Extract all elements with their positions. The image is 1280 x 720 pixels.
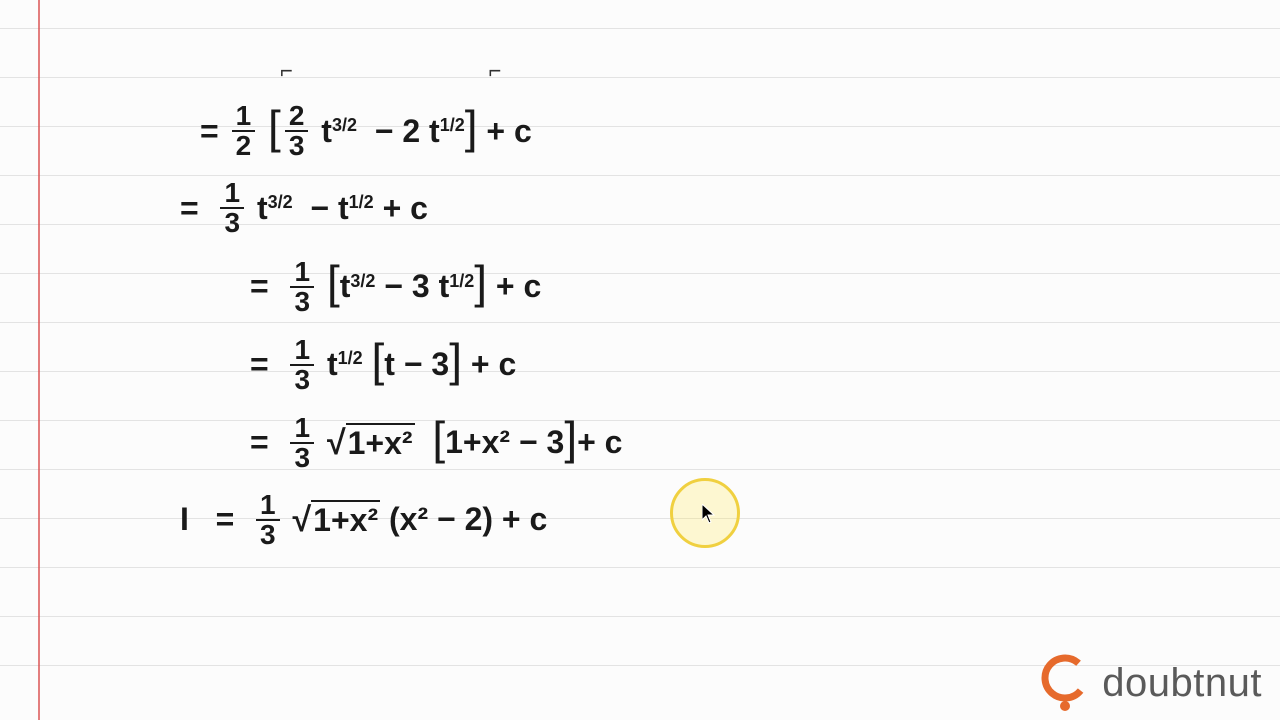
lined-paper-background: ⌐ ⌐ = 1 2 [ 2 3 t3/2 − 2 t1/2 ] + c xyxy=(0,0,1280,720)
equals-sign: = xyxy=(180,188,199,230)
exponent: 3/2 xyxy=(332,114,357,137)
left-bracket: [ xyxy=(268,98,281,158)
right-bracket: ] xyxy=(564,409,577,469)
plus-c: + c xyxy=(577,422,622,464)
var-t: t xyxy=(439,266,450,308)
math-line-3: = 1 3 [ t3/2 − 3 t1/2 ] + c xyxy=(250,257,622,317)
expr-x2-m2: x² − 2 xyxy=(400,499,483,541)
math-line-0-partial: ⌐ ⌐ xyxy=(280,50,622,92)
math-line-4: = 1 3 t1/2 [ t − 3 ] + c xyxy=(250,335,622,395)
exponent: 3/2 xyxy=(268,191,293,214)
math-line-5: = 1 3 √1+x² [ 1+x² − 3 ] + c xyxy=(250,413,622,473)
exponent: 1/2 xyxy=(338,347,363,370)
minus-sign: − xyxy=(384,266,403,308)
right-bracket: ] xyxy=(465,98,478,158)
minus-sign: − xyxy=(375,111,394,153)
var-t: t xyxy=(338,188,349,230)
plus-c: + c xyxy=(502,499,547,541)
plus-c: + c xyxy=(471,344,516,386)
plus-c: + c xyxy=(496,266,541,308)
math-derivation: ⌐ ⌐ = 1 2 [ 2 3 t3/2 − 2 t1/2 ] + c xyxy=(200,50,622,567)
fraction-1-3: 1 3 xyxy=(290,336,314,394)
const-2: 2 xyxy=(402,111,420,153)
equals-sign: = xyxy=(250,344,269,386)
sqrt-expr: √1+x² xyxy=(327,421,415,465)
fraction-1-3: 1 3 xyxy=(290,414,314,472)
fraction-1-3: 1 3 xyxy=(256,491,280,549)
math-line-1: = 1 2 [ 2 3 t3/2 − 2 t1/2 ] + c xyxy=(200,102,622,162)
fraction-2-3: 2 3 xyxy=(285,102,309,160)
doubtnut-logo-text: doubtnut xyxy=(1102,661,1262,706)
exponent: 1/2 xyxy=(349,191,374,214)
minus-sign: − xyxy=(310,188,329,230)
math-line-6: I = 1 3 √1+x² ( x² − 2 ) + c xyxy=(180,491,622,549)
left-bracket: [ xyxy=(372,331,385,391)
fraction-1-3: 1 3 xyxy=(220,179,244,237)
paren-close: ) xyxy=(482,499,493,541)
var-t: t xyxy=(321,111,332,153)
equals-sign: = xyxy=(250,422,269,464)
var-t: t xyxy=(340,266,351,308)
fraction-1-2: 1 2 xyxy=(232,102,256,160)
doubtnut-logo: doubtnut xyxy=(1036,654,1262,712)
exponent: 1/2 xyxy=(449,270,474,293)
plus-c: + c xyxy=(383,188,428,230)
equals-sign: = xyxy=(216,499,235,541)
var-t: t xyxy=(327,344,338,386)
doubtnut-logo-icon xyxy=(1036,654,1094,712)
expr-1px2-m3: 1+x² − 3 xyxy=(445,422,564,464)
var-t: t xyxy=(257,188,268,230)
expr-t-minus-3: t − 3 xyxy=(384,344,449,386)
math-line-2: = 1 3 t3/2 − t1/2 + c xyxy=(180,179,622,237)
left-bracket: [ xyxy=(327,253,340,313)
equals-sign: = xyxy=(250,266,269,308)
var-t: t xyxy=(429,111,440,153)
right-bracket: ] xyxy=(474,253,487,313)
equals-sign: = xyxy=(200,111,219,153)
plus-c: + c xyxy=(486,111,531,153)
sqrt-expr: √1+x² xyxy=(293,498,381,542)
ruled-lines xyxy=(0,0,1280,720)
exponent: 1/2 xyxy=(440,114,465,137)
right-bracket: ] xyxy=(449,331,462,391)
var-I: I xyxy=(180,499,189,541)
red-margin-line xyxy=(38,0,40,720)
exponent: 3/2 xyxy=(350,270,375,293)
paren-open: ( xyxy=(389,499,400,541)
fraction-1-3: 1 3 xyxy=(290,258,314,316)
const-3: 3 xyxy=(412,266,430,308)
left-bracket: [ xyxy=(432,409,445,469)
